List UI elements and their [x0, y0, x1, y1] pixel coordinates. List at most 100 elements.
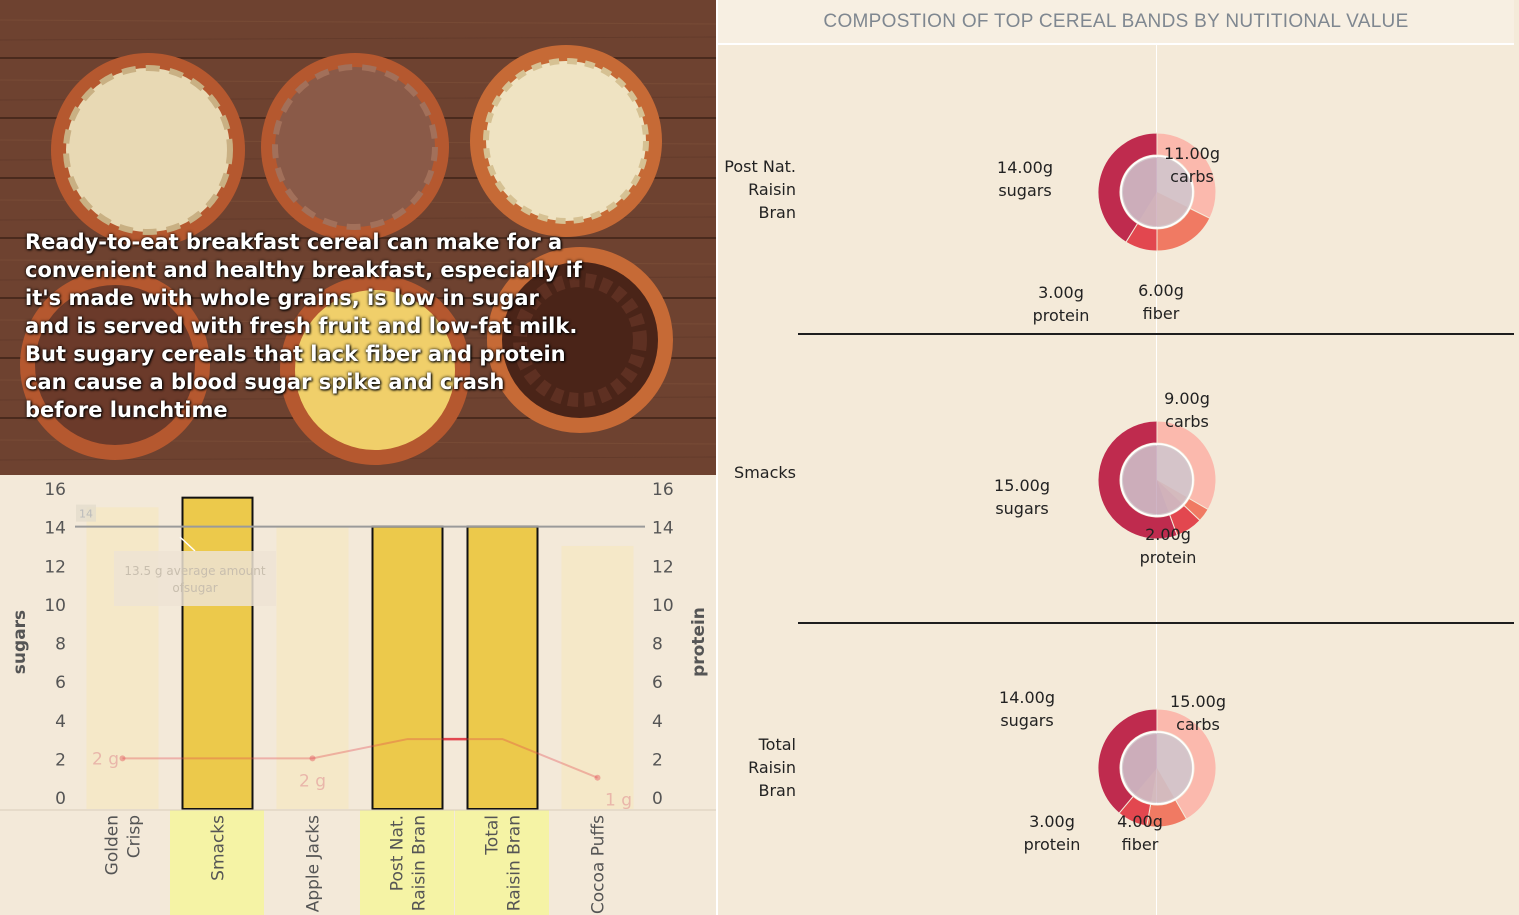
- nutrition-donut: [1097, 708, 1217, 828]
- segment-label-protein: 3.00g protein: [1016, 281, 1106, 327]
- segment-name: fiber: [1121, 835, 1159, 854]
- segment-label-sugars: 14.00g sugars: [982, 686, 1072, 732]
- donut-center-ring: [1120, 155, 1194, 229]
- y2-tick-label: 0: [652, 789, 663, 809]
- donut-center: [1122, 445, 1192, 515]
- sugar-bar[interactable]: [276, 526, 349, 809]
- nutrition-donut: [1097, 420, 1217, 540]
- donut-segment-sugars[interactable]: [1097, 420, 1178, 540]
- segment-label-carbs: 15.00g carbs: [1153, 690, 1243, 736]
- hero-description: Ready-to-eat breakfast cereal can make f…: [25, 230, 582, 422]
- y2-tick-label: 16: [652, 480, 674, 500]
- nutrition-donut: [1097, 132, 1217, 252]
- y2-tick-label: 4: [652, 712, 663, 732]
- segment-value: 9.00g: [1164, 389, 1210, 408]
- donut-segment-sugars[interactable]: [1097, 132, 1158, 243]
- cereal-name-label: Smacks: [734, 463, 796, 482]
- segment-value: 3.00g: [1038, 283, 1084, 302]
- donut-center: [1122, 157, 1192, 227]
- row-separator: [798, 333, 1514, 335]
- category-label: Golden Crisp: [103, 815, 145, 875]
- protein-point[interactable]: [119, 755, 126, 762]
- y-tick-label: 16: [44, 480, 66, 500]
- segment-value: 14.00g: [999, 688, 1055, 707]
- category-label: Total Raisin Bran: [483, 815, 525, 911]
- reference-badge-bg: [76, 504, 96, 522]
- segment-value: 6.00g: [1138, 281, 1184, 300]
- segment-name: sugars: [1000, 711, 1054, 730]
- category-label: Apple Jacks: [304, 815, 324, 912]
- segment-value: 2.00g: [1145, 525, 1191, 544]
- segment-name: carbs: [1165, 412, 1209, 431]
- cereal-bowls-illustration: [0, 0, 716, 475]
- protein-point[interactable]: [309, 755, 316, 762]
- donut-segment-sugars[interactable]: [1097, 708, 1158, 814]
- composition-row: Smacks 9.00g carbs 2.00g protein 15.00g sugars: [718, 334, 1514, 624]
- protein-label: 2 g: [299, 771, 326, 791]
- segment-label-sugars: 15.00g sugars: [977, 474, 1067, 520]
- donut-center-ring: [1120, 443, 1194, 517]
- sugar-bar[interactable]: [371, 525, 444, 810]
- segment-value: 3.00g: [1029, 812, 1075, 831]
- y-tick-label: 4: [55, 712, 66, 732]
- protein-label: 1 g: [605, 791, 632, 811]
- category-highlight: [455, 810, 549, 915]
- composition-panel: COMPOSTION OF TOP CEREAL BANDS BY NUTITI…: [718, 0, 1519, 915]
- bar-chart-svg: 0 0 2 2 4 4 6 6 8 8 10 10 12 12 14 14 16 16 sugars protein 1…: [0, 480, 716, 915]
- category-label: Cocoa Puffs: [589, 815, 609, 914]
- segment-name: fiber: [1142, 304, 1180, 323]
- segment-label-carbs: 9.00g carbs: [1142, 387, 1232, 433]
- protein-label: 2 g: [92, 749, 119, 769]
- bowl-icon: [280, 275, 470, 465]
- sugar-bar[interactable]: [561, 545, 634, 809]
- segment-label-fiber: 6.00g fiber: [1116, 279, 1206, 325]
- sugar-protein-bar-chart: 0 0 2 2 4 4 6 6 8 8 10 10 12 12 14 14 16 16 sugars protein 1…: [0, 475, 716, 915]
- donut-segment-carbs[interactable]: [1156, 708, 1217, 820]
- segment-value: 15.00g: [994, 476, 1050, 495]
- category-highlight: [360, 810, 454, 915]
- segment-value: 4.00g: [1117, 812, 1163, 831]
- segment-value: 14.00g: [997, 158, 1053, 177]
- y2-tick-label: 6: [652, 673, 663, 693]
- sugar-bar[interactable]: [466, 525, 539, 810]
- segment-value: 15.00g: [1170, 692, 1226, 711]
- composition-row: Post Nat. Raisin Bran 11.00g carbs 6.00g fib…: [718, 45, 1514, 335]
- segment-value: 11.00g: [1164, 144, 1220, 163]
- segment-name: carbs: [1170, 167, 1214, 186]
- donut-center: [1122, 733, 1192, 803]
- sugar-bar[interactable]: [181, 496, 254, 810]
- cereal-name-label: Post Nat. Raisin Bran: [724, 157, 796, 222]
- y2-tick-label: 12: [652, 557, 674, 577]
- bowl-icon: [261, 53, 449, 241]
- segment-name: sugars: [998, 181, 1052, 200]
- category-highlight: [170, 810, 264, 915]
- y-axis-label: sugars: [10, 610, 30, 674]
- composition-title: COMPOSTION OF TOP CEREAL BANDS BY NUTITI…: [718, 0, 1514, 45]
- protein-point[interactable]: [594, 774, 601, 781]
- bowl-icon: [487, 247, 673, 433]
- bowl-icon: [20, 270, 210, 460]
- segment-label-sugars: 14.00g sugars: [980, 156, 1070, 202]
- reference-annotation: 13.5 g average amount ofsugar: [124, 564, 266, 595]
- segment-name: protein: [1139, 548, 1197, 567]
- bowl-icon: [470, 45, 662, 237]
- y-tick-label: 0: [55, 789, 66, 809]
- segment-name: protein: [1032, 306, 1090, 325]
- y-tick-label: 12: [44, 557, 66, 577]
- y-tick-label: 14: [44, 519, 66, 539]
- segment-name: carbs: [1176, 715, 1220, 734]
- segment-label-protein: 2.00g protein: [1123, 523, 1213, 569]
- segment-label-fiber: 4.00g fiber: [1095, 810, 1185, 856]
- row-separator: [798, 622, 1514, 624]
- protein-line: [122, 738, 598, 779]
- hero-image-panel: Ready-to-eat breakfast cereal can make f…: [0, 0, 716, 475]
- category-label: Smacks: [209, 815, 229, 881]
- y-tick-label: 2: [55, 750, 66, 770]
- y-tick-label: 6: [55, 673, 66, 693]
- y2-tick-label: 8: [652, 635, 663, 655]
- donut-center-ring: [1120, 731, 1194, 805]
- y-tick-label: 10: [44, 596, 66, 616]
- annotation-pointer: [179, 536, 196, 552]
- y2-tick-label: 2: [652, 750, 663, 770]
- category-label: Post Nat. Raisin Bran: [388, 815, 430, 911]
